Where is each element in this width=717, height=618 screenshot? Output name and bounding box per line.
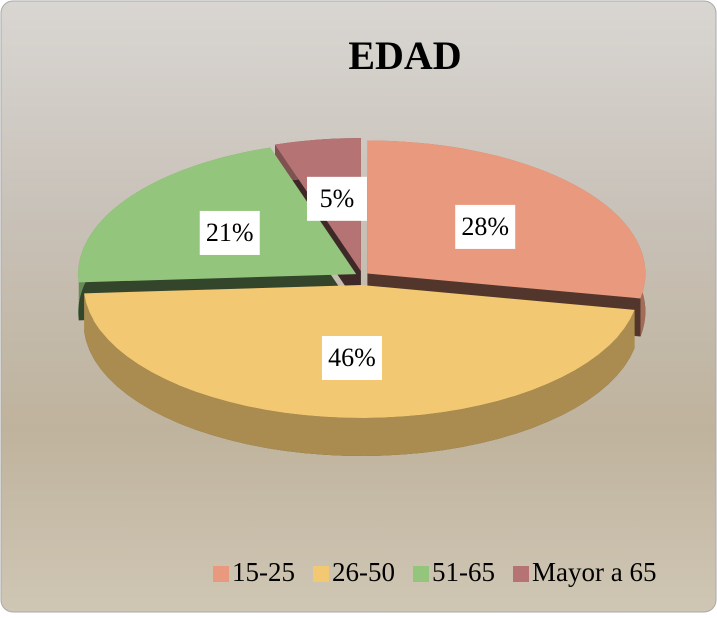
legend-swatch (513, 566, 529, 582)
chart: EDAD 28% 46% 21% 5% 15-25 26-50 51-65 Mayor a … (0, 0, 717, 613)
data-label: 5% (320, 184, 355, 213)
legend-label: 51-65 (432, 557, 495, 587)
data-label: 46% (328, 343, 376, 372)
legend-swatch (213, 566, 229, 582)
legend-label: Mayor a 65 (532, 557, 656, 587)
legend: 15-25 26-50 51-65 Mayor a 65 (213, 557, 656, 587)
data-label: 28% (461, 212, 509, 241)
data-label: 21% (206, 218, 254, 247)
legend-label: 15-25 (232, 557, 295, 587)
pie: 28% 46% 21% 5% (78, 138, 645, 456)
legend-swatch (413, 566, 429, 582)
chart-title: EDAD (348, 33, 461, 78)
legend-swatch (313, 566, 329, 582)
legend-label: 26-50 (332, 557, 395, 587)
